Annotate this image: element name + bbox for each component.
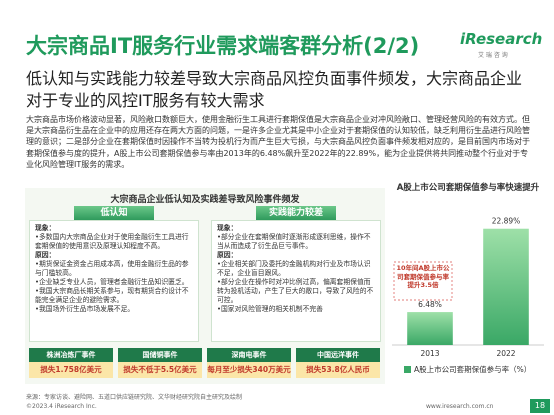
event-name: 株洲冶炼厂事件 [29,348,113,362]
logo: iResearch [460,30,543,48]
bullet: •多数国内大宗商品企业对于使用金融衍生工具进行套期保值的使用意识及原理认知程度不… [35,233,189,250]
event-name: 中国远洋事件 [296,348,380,362]
bullet: •我国大宗商品长期关系参与，现有期货合约设计不能完全满足企业的避险需求。 [35,287,189,304]
bar [407,312,453,345]
bullet: •部分企业在操作时对冲比例过高，偏离套期保值而转为投机活动，产生了巨大的敞口，导… [217,278,374,304]
chart: A股上市公司套期保值参与率快速提升 6.48% 2013 22.89% 2022 10年间… [392,182,544,374]
event-name: 深南电事件 [207,348,291,362]
event-name: 国储铜事件 [118,348,202,362]
bar [483,228,529,345]
bullet: •我国场外衍生品市场发展不足。 [35,305,135,313]
column-tab: 实践能力较差 [256,206,336,220]
bullet: •国家对风险管理的相关机制不完善 [217,305,323,313]
event: 株洲冶炼厂事件 损失1.758亿美元 [29,348,113,380]
copyright: ©2023.4 iResearch Inc. [26,403,97,410]
body-text: 大宗商品市场价格波动显著，风险敞口数额巨大，使用金融衍生工具进行套期保值是大宗商… [26,115,530,169]
legend-swatch [404,366,411,373]
cause-label: 原因： [35,251,56,259]
annotation-box [393,261,453,301]
value-label: 22.89% [492,217,521,226]
panel: 大宗商品企业低认知及实践差导致风险事件频发 低认知 现象： •多数国内大宗商品企业对… [25,188,385,384]
event-loss: 损失1.758亿美元 [29,362,113,378]
bullet: •期货保证金资金占用成本高，使用金融衍生品的参与门槛较高。 [35,260,189,277]
event: 中国远洋事件 损失53.8亿人民币 [296,348,380,380]
event-loss: 损失不低于5.5亿美元 [118,362,202,378]
phenomenon-label: 现象： [217,224,238,232]
event: 深南电事件 每月至少损失340万美元 [207,348,291,380]
annotation-wrap: 10年间A股上市公司套期保值参与率提升3.5倍 [396,264,450,289]
phenomenon-label: 现象： [35,224,56,232]
x-tick-label: 2013 [420,349,439,358]
url: www.iresearch.com.cn [426,403,494,410]
logo-sub: 艾 瑞 咨 询 [478,52,508,59]
value-label: 6.48% [418,300,442,309]
bullet: •企业相关部门及委托的金融机构对行业及市场认识不足，企业盲目跟风。 [217,260,371,277]
bullet: •部分企业在套期保值时逐渐形成逐利思维，操作不当从而造成了衍生品巨亏事件。 [217,233,371,250]
x-tick-label: 2022 [496,349,515,358]
headline: 低认知与实践能力较差导致大宗商品风控负面事件频发，大宗商品企业对于专业的风控IT… [26,69,523,110]
cause-label: 原因： [217,251,238,259]
chart-title: A股上市公司套期保值参与率快速提升 [397,182,540,193]
column-box: 现象： •部分企业在套期保值时逐渐形成逐利思维，操作不当从而造成了衍生品巨亏事件。… [211,220,381,342]
event: 国储铜事件 损失不低于5.5亿美元 [118,348,202,380]
column-box: 现象： •多数国内大宗商品企业对于使用金融衍生工具进行套期保值的使用意识及原理认知… [29,220,199,342]
annotation: 10年间A股上市公司套期保值参与率提升3.5倍 [396,264,450,289]
title: 大宗商品IT服务行业需求端客群分析(2/2) [26,34,420,58]
source: 来源：专家访谈、避险网、五道口供应链研究院、文华财经研究院自主研究及绘制 [26,394,243,401]
event-loss: 每月至少损失340万美元 [207,362,291,378]
bullet: •企业缺乏专业人员，管理者金融衍生品知识匮乏。 [35,278,189,286]
event-loss: 损失53.8亿人民币 [296,362,380,378]
legend-label: A股上市公司套期保值参与率（%） [414,364,531,374]
column-tab: 低认知 [74,206,154,220]
page-number: 18 [530,399,550,413]
panel-title: 大宗商品企业低认知及实践差导致风险事件频发 [110,195,300,205]
